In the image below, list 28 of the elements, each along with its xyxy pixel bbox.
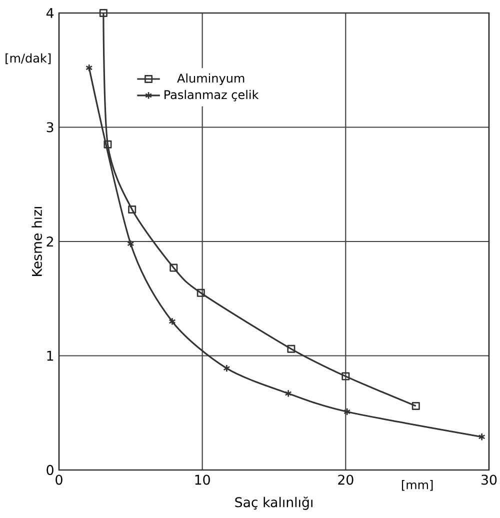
x-tick-label: 10 bbox=[195, 474, 210, 485]
y-axis-title: Kesme hızı bbox=[32, 207, 42, 276]
point bbox=[168, 317, 176, 326]
point bbox=[128, 206, 136, 214]
y-tick-label: 0 bbox=[46, 464, 54, 476]
point bbox=[170, 264, 178, 272]
point bbox=[104, 140, 112, 148]
legend-label: Paslanmaz çelik bbox=[164, 90, 259, 102]
y-tick-label: 4 bbox=[46, 8, 54, 18]
point bbox=[196, 288, 205, 297]
point bbox=[284, 389, 292, 398]
point bbox=[287, 344, 296, 353]
point bbox=[127, 240, 134, 248]
y-tick-label: 3 bbox=[46, 122, 54, 132]
point bbox=[412, 402, 420, 410]
point bbox=[342, 372, 350, 380]
x-tick-label: 30 bbox=[482, 474, 497, 485]
x-tick-label: 0 bbox=[56, 474, 62, 485]
y-tick-label: 1 bbox=[47, 350, 54, 361]
point bbox=[344, 408, 351, 416]
x-tick-label: 20 bbox=[338, 474, 354, 485]
y-tick-label: 2 bbox=[46, 236, 53, 246]
text: [m/dak] bbox=[6, 53, 51, 64]
legend-label: Aluminyum bbox=[177, 73, 244, 86]
text: [mm] bbox=[402, 480, 433, 491]
point bbox=[99, 9, 108, 18]
x-axis-title: Saç kalınlığı bbox=[235, 496, 312, 510]
point bbox=[223, 364, 230, 372]
